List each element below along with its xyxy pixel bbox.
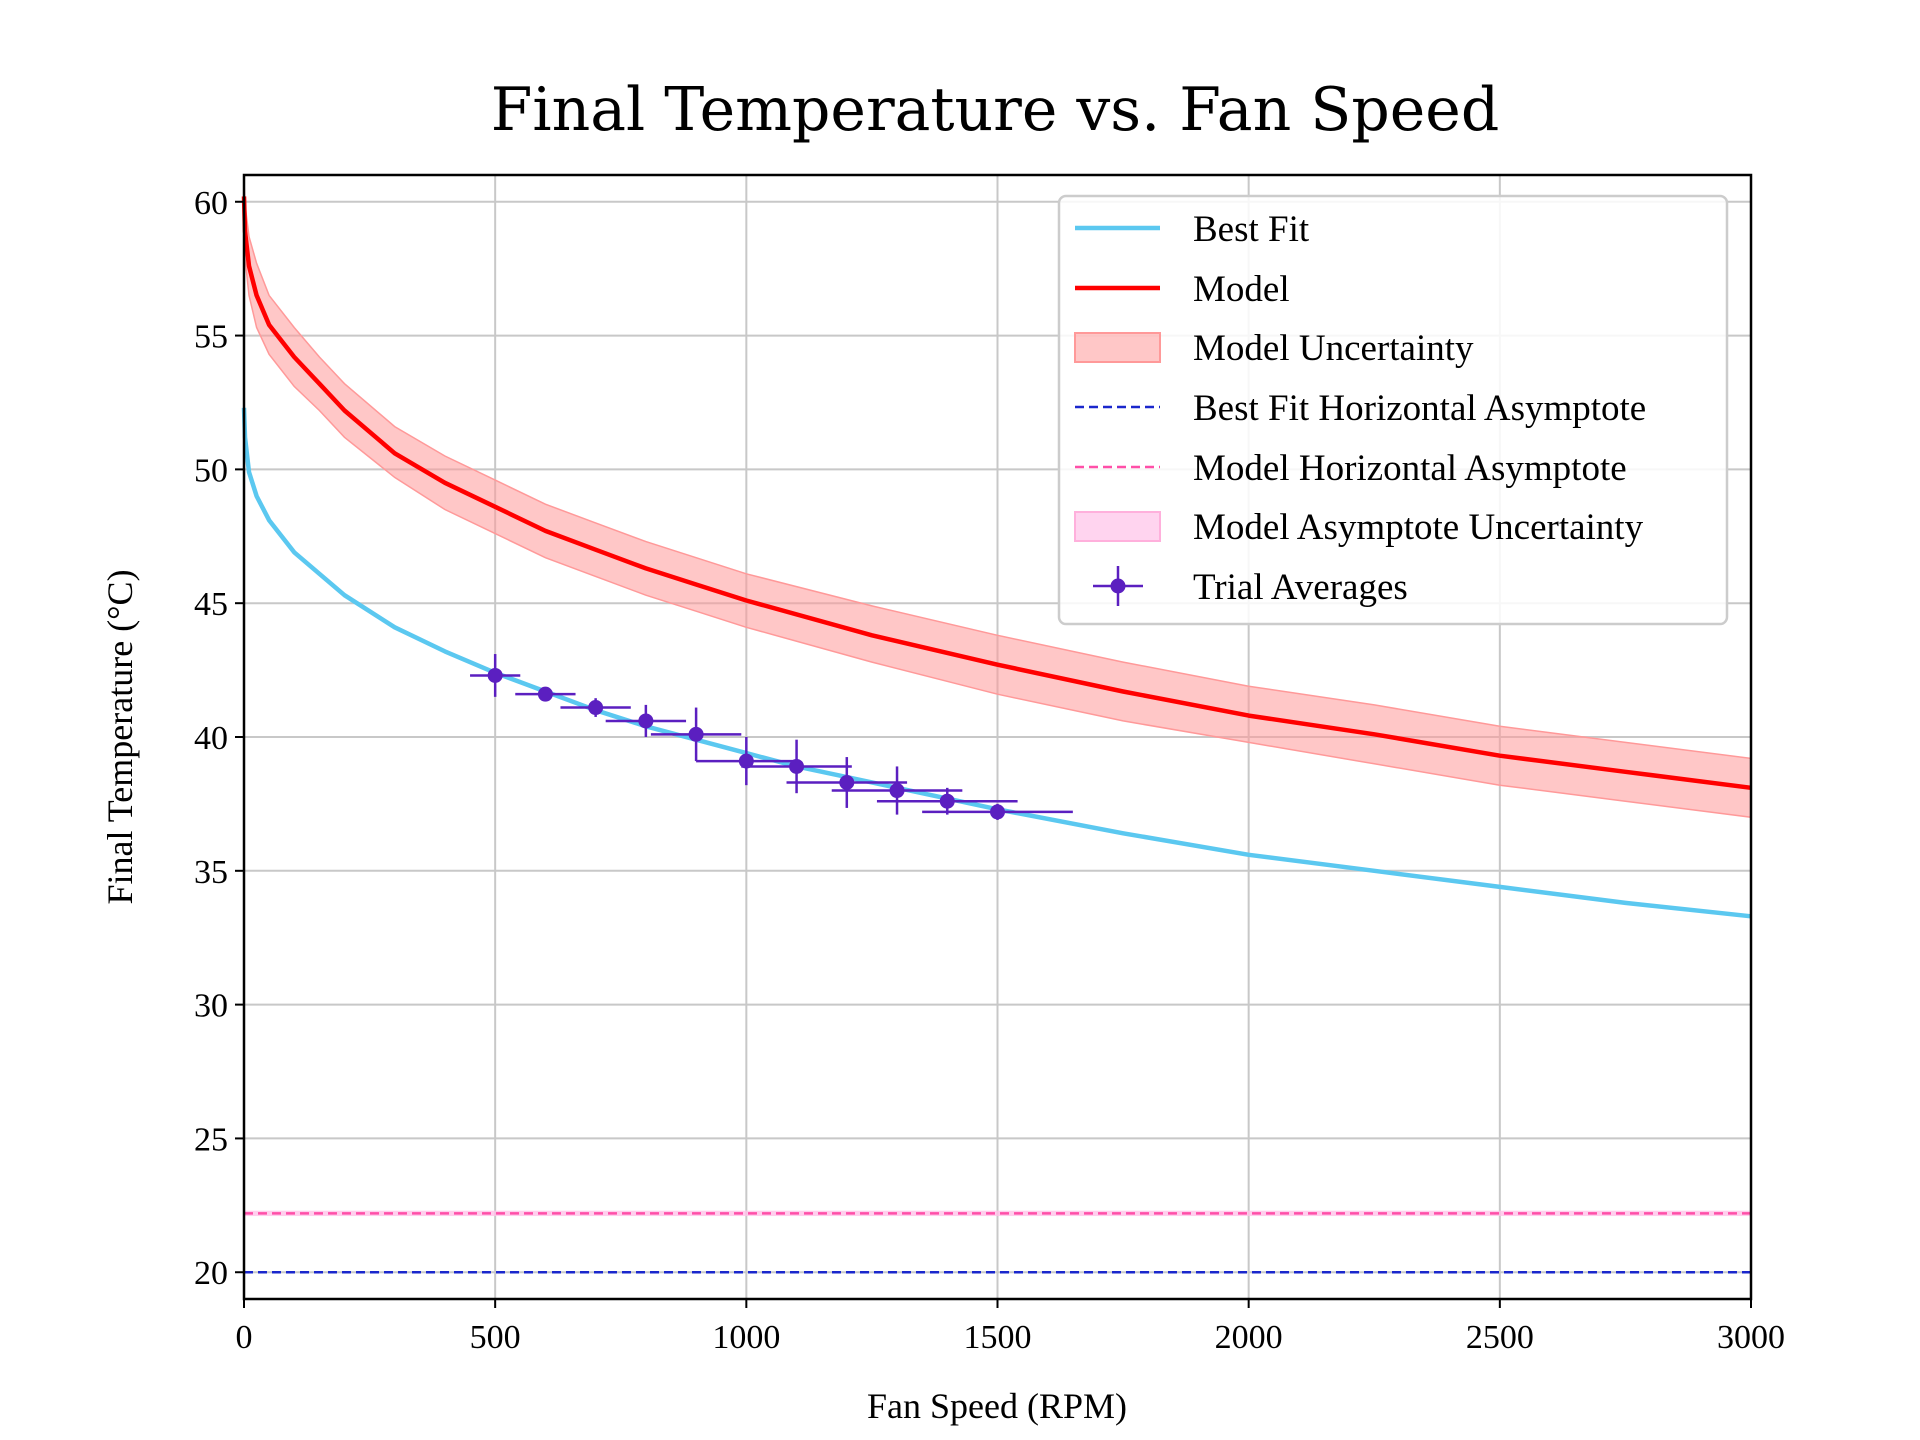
legend-frame — [1057, 194, 1729, 626]
trial-average-point — [831, 766, 963, 815]
y-tick-label: 25 — [194, 1121, 228, 1158]
x-tick-label: 0 — [236, 1319, 253, 1356]
y-axis-label: Final Temperature (°C) — [100, 569, 140, 904]
legend-label-model-uncertainty: Model Uncertainty — [1193, 328, 1474, 369]
model-asymptote-uncertainty-band — [244, 1210, 1751, 1217]
trial-average-marker — [939, 793, 955, 809]
trial-averages — [470, 654, 1073, 820]
trial-average-marker — [789, 758, 805, 774]
y-tick-label: 20 — [194, 1255, 228, 1292]
trial-average-point — [741, 739, 852, 794]
y-axis-ticks: 20 25 30 35 40 45 50 55 60 — [194, 185, 244, 1292]
x-tick-label: 3000 — [1717, 1319, 1785, 1356]
trial-average-point — [876, 787, 1018, 815]
chart-title: Final Temperature vs. Fan Speed — [491, 75, 1499, 145]
x-tick-label: 1500 — [964, 1319, 1032, 1356]
model-line — [241, 196, 1752, 791]
legend-label-model: Model — [1193, 269, 1290, 310]
trial-average-point — [605, 704, 687, 737]
y-tick-label: 55 — [194, 319, 228, 356]
x-tick-label: 2500 — [1466, 1319, 1534, 1356]
x-axis-label: Fan Speed (RPM) — [867, 1386, 1127, 1426]
legend-label-model-asymptote: Model Horizontal Asymptote — [1193, 448, 1627, 489]
legend: Best Fit Model Model Uncertainty Best Fi… — [1057, 194, 1729, 626]
trial-average-point — [922, 803, 1073, 820]
trial-average-point — [786, 757, 908, 808]
y-tick-label: 60 — [194, 185, 228, 222]
y-tick-label: 45 — [194, 586, 228, 623]
legend-label-trial-averages: Trial Averages — [1193, 567, 1408, 608]
trial-average-marker — [588, 700, 604, 716]
legend-swatch-model-asymptote-uncertainty — [1074, 511, 1161, 542]
legend-label-model-asymptote-uncertainty: Model Asymptote Uncertainty — [1193, 507, 1644, 548]
trial-average-point — [650, 707, 742, 762]
x-tick-label: 2000 — [1215, 1319, 1283, 1356]
trial-average-point — [470, 654, 521, 697]
trial-average-point — [696, 737, 797, 786]
trial-average-marker — [487, 667, 503, 683]
trial-average-point — [515, 686, 576, 702]
trial-average-marker — [839, 774, 855, 790]
legend-swatch-model-uncertainty — [1074, 332, 1161, 363]
trial-average-marker — [889, 783, 905, 799]
y-tick-label: 40 — [194, 720, 228, 757]
x-axis-ticks: 0 500 1000 1500 2000 2500 3000 — [236, 1299, 1785, 1356]
trial-average-marker — [738, 753, 754, 769]
y-tick-label: 30 — [194, 988, 228, 1025]
trial-average-marker — [537, 686, 553, 702]
legend-swatch-trial-averages — [1093, 566, 1143, 606]
legend-label-best-fit-asymptote: Best Fit Horizontal Asymptote — [1193, 388, 1646, 429]
legend-label-best-fit: Best Fit — [1193, 209, 1310, 250]
trial-average-marker — [688, 726, 704, 742]
trial-average-point — [560, 698, 631, 717]
x-tick-label: 500 — [470, 1319, 521, 1356]
y-tick-label: 50 — [194, 452, 228, 489]
trial-average-marker — [990, 804, 1005, 820]
trial-average-marker — [638, 713, 654, 729]
y-tick-label: 35 — [194, 854, 228, 891]
x-tick-label: 1000 — [712, 1319, 780, 1356]
